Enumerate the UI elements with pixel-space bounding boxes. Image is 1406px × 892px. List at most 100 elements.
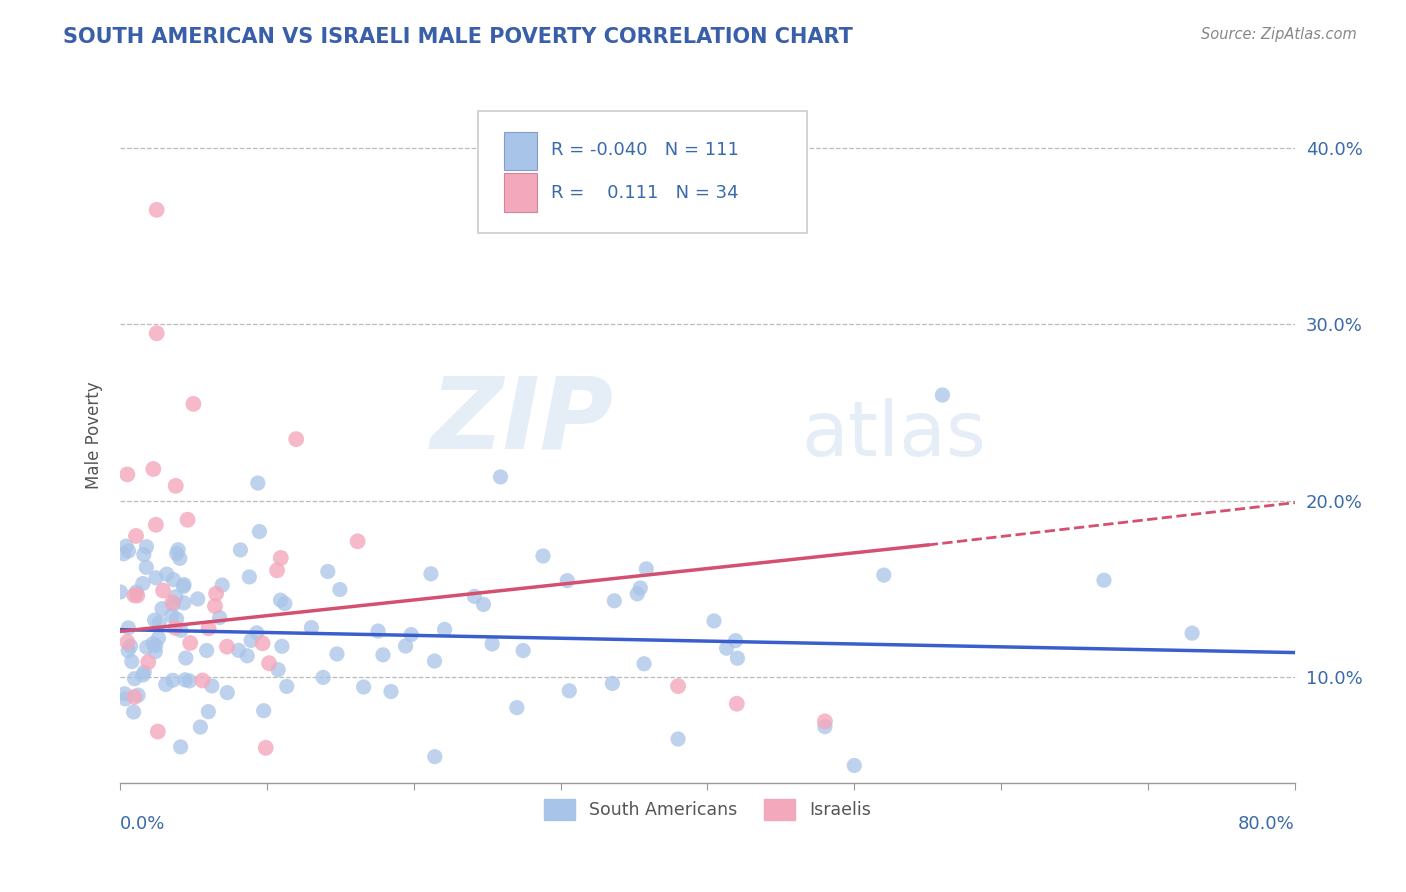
Point [136,655,159,669]
Point [380,684,402,698]
Point [433,623,456,637]
Point [195,643,218,657]
Point [626,587,648,601]
Point [512,643,534,657]
Point [603,594,626,608]
Point [814,720,837,734]
Point [155,677,177,691]
Point [274,597,297,611]
Text: 0.0%: 0.0% [120,815,166,833]
Legend: South Americans, Israelis: South Americans, Israelis [537,791,877,827]
Point [602,676,624,690]
Point [285,432,308,446]
Point [183,397,205,411]
Point [170,624,193,638]
Point [666,679,689,693]
Point [270,551,292,566]
Point [276,679,298,693]
Point [160,608,183,623]
Text: atlas: atlas [801,398,986,472]
Point [211,578,233,592]
Point [472,598,495,612]
Point [122,705,145,719]
Point [124,672,146,686]
Point [117,621,139,635]
Point [329,582,352,597]
Point [162,597,184,611]
Point [254,740,277,755]
Point [174,673,197,687]
Point [134,665,156,680]
Point [229,543,252,558]
Point [423,654,446,668]
Point [174,651,197,665]
Point [190,720,212,734]
Point [489,470,512,484]
Point [115,539,138,553]
Point [725,651,748,665]
Point [555,574,578,588]
Point [169,739,191,754]
Bar [505,173,537,211]
Point [165,590,187,604]
Point [1181,626,1204,640]
Point [156,567,179,582]
Point [135,640,157,655]
Point [176,513,198,527]
Point [142,462,165,476]
Point [148,631,170,645]
Point [703,614,725,628]
Point [114,687,136,701]
Point [633,657,655,671]
Point [873,568,896,582]
Point [167,542,190,557]
Point [165,621,187,635]
Point [169,551,191,566]
Point [270,593,292,607]
Point [312,670,335,684]
Point [423,749,446,764]
Point [125,529,148,543]
Point [125,585,148,599]
Point [346,534,368,549]
Point [135,540,157,554]
Point [127,688,149,702]
Point [162,595,184,609]
Point [166,612,188,626]
Point [506,700,529,714]
Point [666,731,689,746]
Point [143,613,166,627]
Point [266,563,288,577]
Text: R = -0.040   N = 111: R = -0.040 N = 111 [551,142,740,160]
Point [636,562,658,576]
Point [114,691,136,706]
Point [238,570,260,584]
Point [132,548,155,562]
Point [162,673,184,688]
Point [208,610,231,624]
Point [127,589,149,603]
Point [117,544,139,558]
Point [531,549,554,563]
Point [931,388,953,402]
Text: 80.0%: 80.0% [1239,815,1295,833]
Text: ZIP: ZIP [430,372,613,469]
Point [481,637,503,651]
Point [201,679,224,693]
Point [371,648,394,662]
Point [165,479,187,493]
Point [299,621,322,635]
Point [205,587,228,601]
Point [124,690,146,704]
Point [326,647,349,661]
Point [267,663,290,677]
Point [240,633,263,648]
Point [252,636,274,650]
Point [725,697,748,711]
Point [179,636,201,650]
Point [271,640,294,654]
Point [146,724,169,739]
Point [117,467,139,482]
Point [112,547,135,561]
Point [246,625,269,640]
